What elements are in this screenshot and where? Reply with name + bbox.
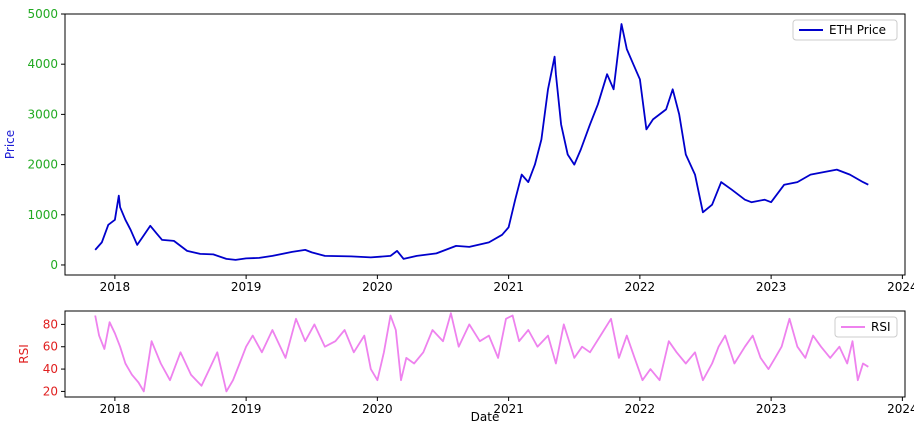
legend: RSI	[834, 316, 898, 338]
x-tick-label: 2019	[231, 402, 262, 416]
x-tick-label: 2022	[625, 402, 656, 416]
x-tick-label: 2018	[100, 280, 131, 294]
rsi-panel: 2018 2019 2020 2021 2022 2023 2024 20 40 60 80 RSI D…	[17, 310, 914, 423]
x-axis-label: Date	[471, 410, 500, 423]
y-tick-label: 0	[50, 258, 58, 272]
x-tick-label: 2020	[362, 280, 393, 294]
x-tick-label: 2023	[756, 280, 787, 294]
price-panel: 2018 2019 2020 2021 2022 2023 2024 0 1000 2000 300…	[3, 7, 914, 294]
x-tick-label: 2020	[362, 402, 393, 416]
x-tick-label: 2022	[625, 280, 656, 294]
legend-box	[792, 19, 898, 41]
y-tick-label: 20	[43, 384, 58, 398]
y-tick-label: 1000	[27, 208, 58, 222]
y-tick-label: 2000	[27, 158, 58, 172]
legend-label: ETH Price	[829, 23, 886, 37]
y-axis-label: Price	[3, 130, 17, 159]
x-tick-label: 2021	[493, 280, 524, 294]
x-tick-label: 2019	[231, 280, 262, 294]
axes-frame	[64, 310, 906, 398]
legend-label: RSI	[871, 320, 891, 334]
y-tick-label: 3000	[27, 107, 58, 121]
x-tick-label: 2023	[756, 402, 787, 416]
legend: ETH Price	[792, 19, 898, 41]
y-tick-label: 60	[43, 340, 58, 354]
x-tick-label: 2018	[100, 402, 131, 416]
series-line-rsi	[94, 312, 869, 393]
series-line-eth-price	[94, 23, 869, 261]
y-axis-label: RSI	[17, 344, 31, 364]
legend-box	[834, 316, 898, 338]
x-tick-label: 2021	[493, 402, 524, 416]
y-tick-label: 4000	[27, 57, 58, 71]
x-tick-label: 2024	[887, 280, 914, 294]
y-tick-label: 5000	[27, 7, 58, 21]
x-tick-label: 2024	[887, 402, 914, 416]
y-tick-label: 80	[43, 317, 58, 331]
axes-frame	[64, 13, 906, 276]
y-tick-label: 40	[43, 362, 58, 376]
